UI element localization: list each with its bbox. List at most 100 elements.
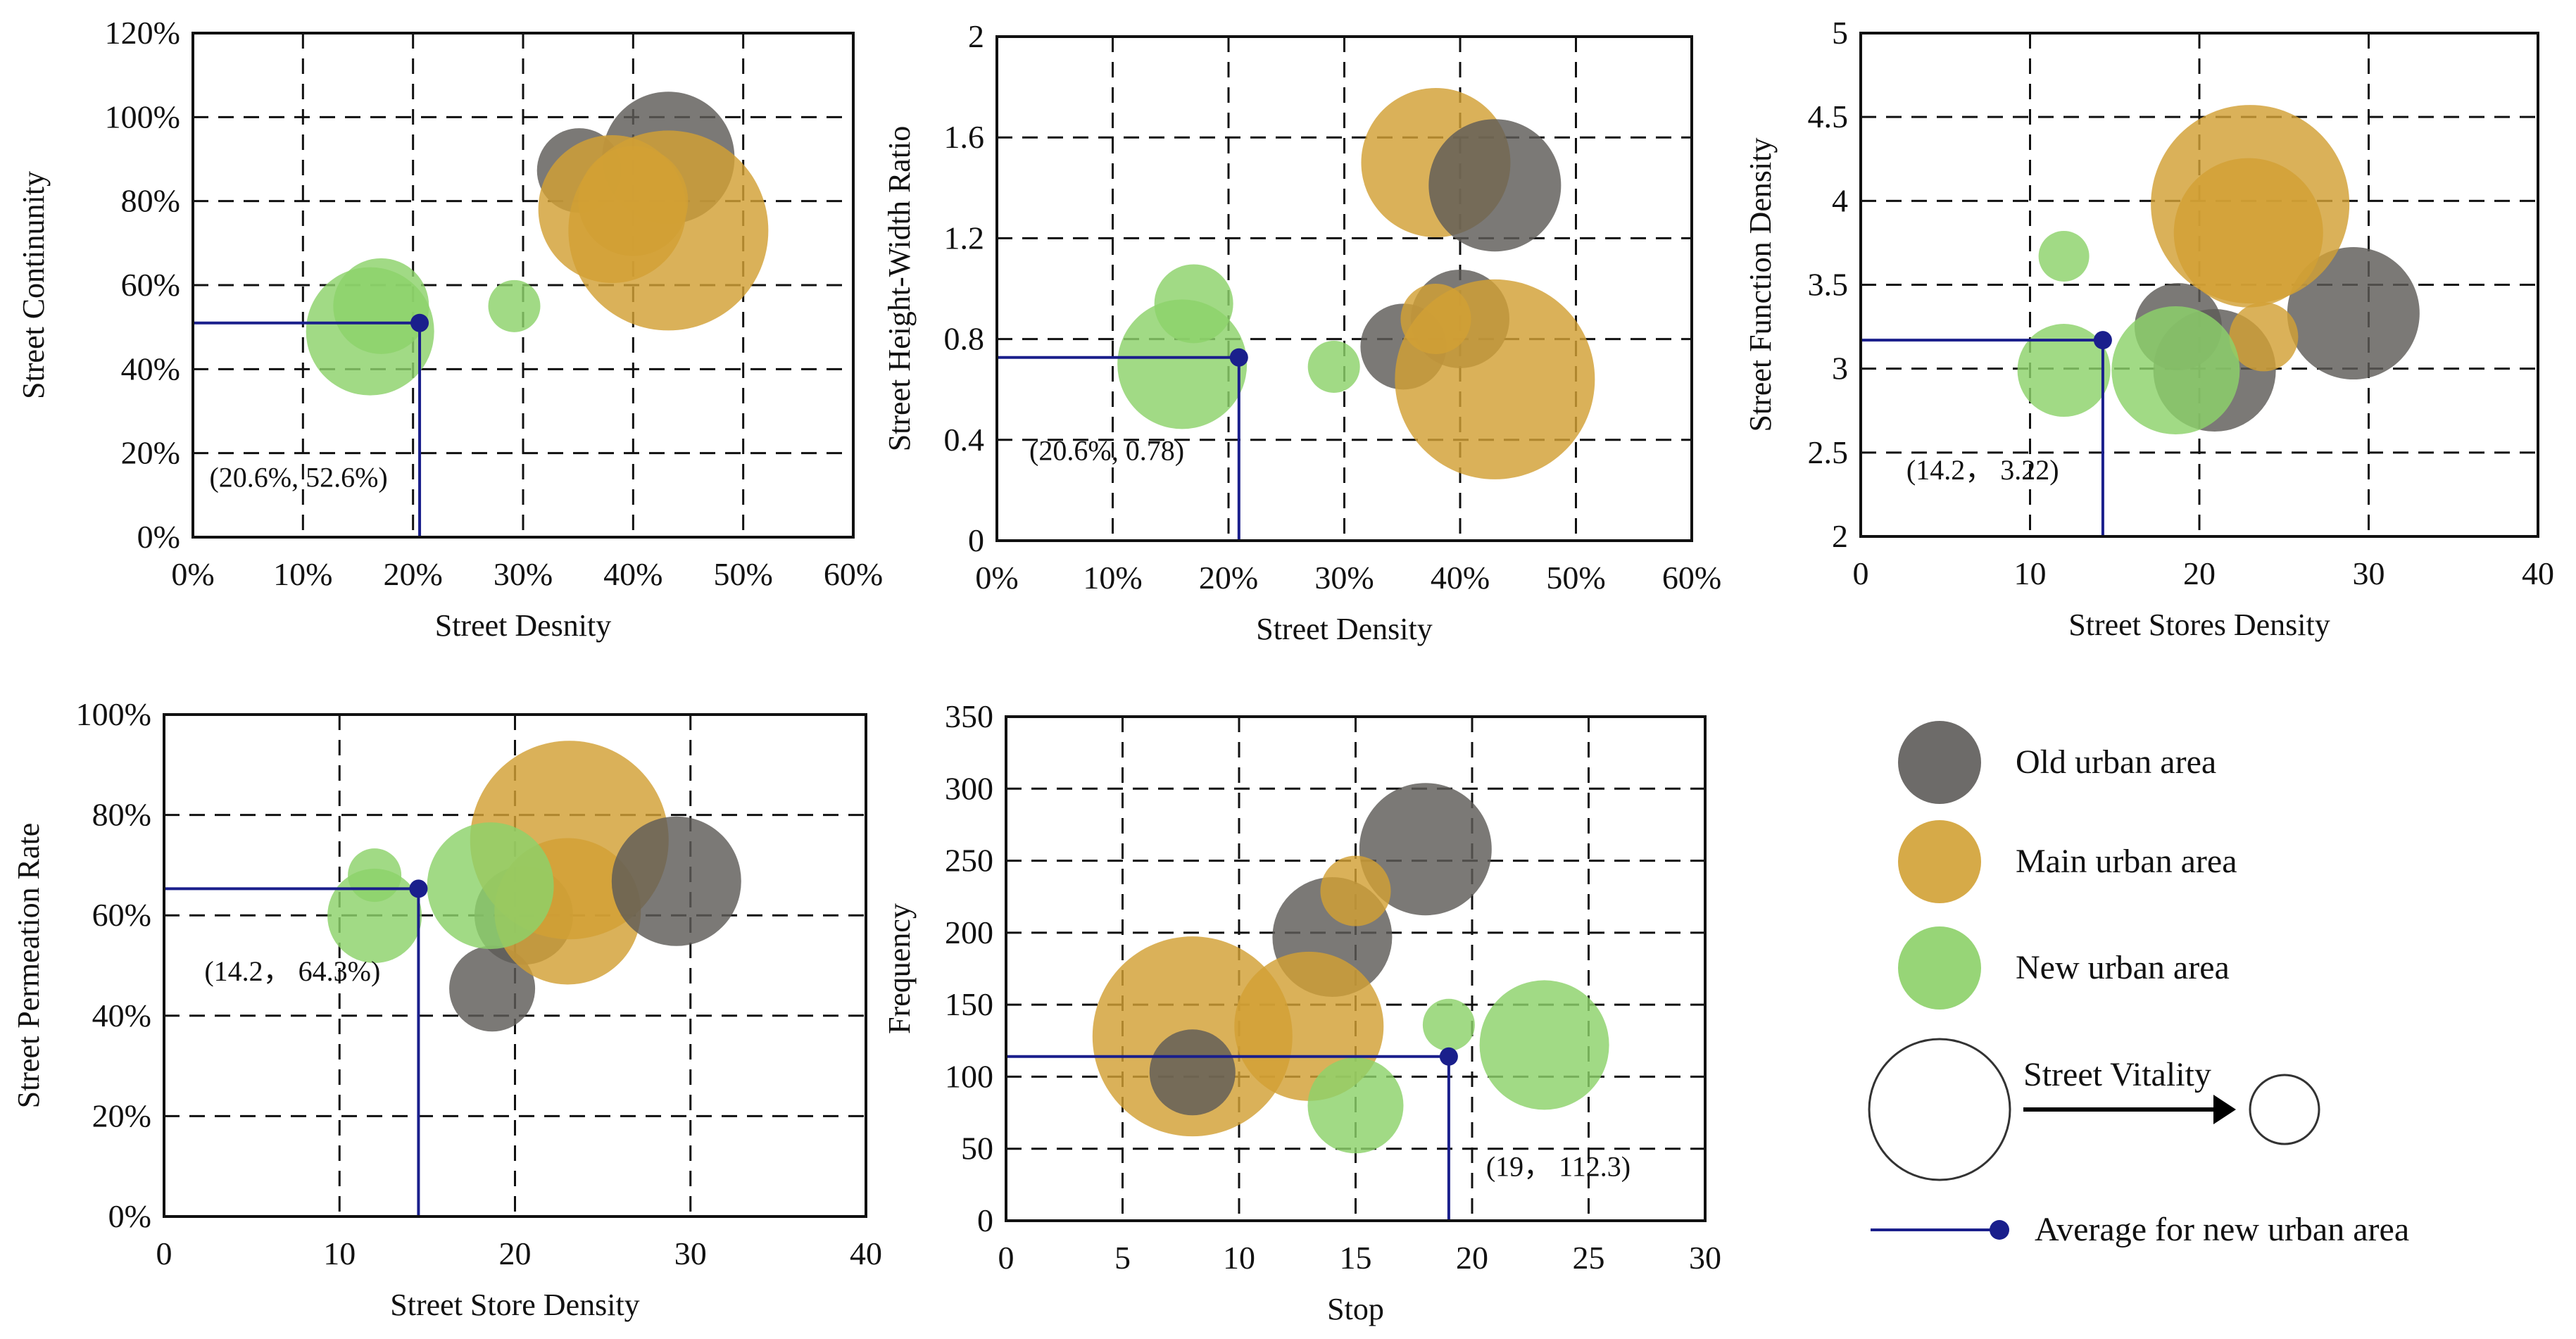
x-tick-label: 20 — [499, 1236, 532, 1271]
x-tick-label: 30% — [494, 556, 553, 592]
x-tick-label: 10% — [1083, 560, 1142, 596]
x-tick-label: 60% — [824, 556, 883, 592]
x-axis-label: Street Store Density — [390, 1288, 639, 1322]
avg-point — [2093, 331, 2112, 350]
y-tick-label: 0.4 — [944, 422, 985, 458]
y-tick-label: 80% — [121, 183, 180, 219]
y-tick-label: 4 — [1832, 182, 1848, 218]
legend-arrow-head-icon — [2213, 1095, 2236, 1124]
y-tick-label: 60% — [121, 267, 180, 303]
x-tick-label: 15 — [1340, 1240, 1372, 1276]
legend-old-label: Old urban area — [2016, 743, 2216, 781]
avg-point — [409, 879, 428, 898]
bubble-old — [449, 945, 536, 1032]
x-tick-label: 40% — [1431, 560, 1490, 596]
x-axis-label: Street Stores Density — [2068, 608, 2330, 642]
y-tick-label: 2.5 — [1808, 434, 1849, 470]
y-tick-label: 0 — [968, 522, 984, 558]
avg-point — [1229, 348, 1248, 367]
bubble-old — [2287, 247, 2420, 380]
bubble-new — [1154, 264, 1233, 344]
bubble-main — [2229, 302, 2299, 372]
bubble-new — [488, 279, 541, 332]
y-tick-label: 3 — [1832, 351, 1848, 386]
bubble-old — [611, 816, 741, 946]
bubble-old — [1149, 1029, 1236, 1116]
y-axis-label: Street Height-Width Ratio — [882, 126, 917, 452]
y-tick-label: 4.5 — [1808, 99, 1849, 134]
bubble-old — [1359, 783, 1492, 916]
bubble-main — [568, 130, 769, 331]
x-tick-label: 20% — [384, 556, 443, 592]
x-tick-label: 10 — [2014, 555, 2047, 591]
y-tick-label: 100 — [945, 1058, 993, 1094]
plot-frame — [191, 32, 855, 539]
bubble-main — [1320, 855, 1391, 926]
avg-annotation: (14.2， 3.22) — [1906, 454, 2059, 486]
avg-point — [1439, 1047, 1458, 1066]
y-tick-label: 1.2 — [944, 220, 985, 256]
legend-new-swatch — [1898, 926, 1981, 1010]
bubble-chart-2: (20.6%, 0.78) 0% 10% 20% 30% 40% 50% 60% 0 0.4 0.8… — [882, 18, 1721, 646]
avg-point — [410, 313, 429, 332]
x-tick-label: 20% — [1199, 560, 1258, 596]
bubble-chart-5: (19， 112.3)0 5 10 15 20 25 3005010015020025030… — [882, 698, 1721, 1326]
x-tick-label: 60% — [1662, 560, 1721, 596]
x-tick-label: 0 — [156, 1236, 172, 1271]
bubble-new — [2038, 230, 2090, 282]
y-tick-label: 300 — [945, 770, 993, 806]
y-tick-label: 60% — [92, 897, 151, 933]
y-tick-label: 0 — [977, 1202, 993, 1238]
bubble-new — [1307, 1057, 1404, 1154]
legend-main-label: Main urban area — [2016, 843, 2237, 880]
x-tick-label: 40 — [2522, 555, 2554, 591]
charts: (20.6%, 52.6%)0% 10% 20% 30% 40% 50% 60%0%20%4… — [11, 15, 2554, 1326]
bubble-new — [2111, 306, 2240, 435]
avg-annotation: (19， 112.3) — [1486, 1151, 1631, 1183]
y-tick-label: 350 — [945, 698, 993, 734]
legend: Old urban area Main urban area New urban… — [1868, 721, 2409, 1248]
y-axis-label: Street Function Density — [1743, 138, 1778, 432]
bubble-new — [1479, 980, 1609, 1110]
plot-frame — [163, 713, 867, 1218]
bubble-new — [327, 868, 422, 963]
x-tick-label: 20 — [2183, 555, 2216, 591]
x-tick-label: 30 — [1689, 1240, 1721, 1276]
x-axis-label: Street Density — [1256, 612, 1433, 646]
bubble-new — [2017, 324, 2111, 417]
x-tick-label: 50% — [1546, 560, 1605, 596]
legend-new-label: New urban area — [2016, 949, 2230, 986]
y-tick-label: 40% — [121, 351, 180, 386]
plot-frame — [1005, 715, 1707, 1222]
y-tick-label: 40% — [92, 998, 151, 1033]
legend-old-swatch — [1898, 721, 1981, 804]
legend-avg-label: Average for new urban area — [2035, 1211, 2409, 1248]
bubble-chart-1: (20.6%, 52.6%) 0% 10% 20% 30% 40% 50% 60% 0% 20% 4… — [16, 15, 883, 643]
bubble-new — [348, 848, 402, 903]
y-tick-label: 0% — [137, 519, 180, 555]
x-tick-label: 5 — [1114, 1240, 1131, 1276]
x-tick-label: 20 — [1456, 1240, 1488, 1276]
x-tick-label: 0% — [975, 560, 1018, 596]
x-axis-label: Street Desnity — [435, 608, 612, 643]
y-tick-label: 20% — [92, 1098, 151, 1133]
x-tick-label: 25 — [1573, 1240, 1605, 1276]
plot-frame — [995, 35, 1693, 542]
y-axis-label: Street Permeation Rate — [11, 823, 46, 1109]
y-tick-label: 200 — [945, 914, 993, 950]
bubble-new — [1422, 998, 1475, 1051]
avg-annotation: (20.6%, 0.78) — [1029, 434, 1184, 466]
x-tick-label: 30% — [1314, 560, 1374, 596]
y-tick-label: 2 — [968, 18, 984, 54]
legend-size-label: Street Vitality — [2023, 1056, 2211, 1093]
plot-frame — [1859, 32, 2539, 538]
legend-size-large-circle — [1868, 1038, 2011, 1181]
bubble-new — [427, 822, 554, 950]
x-axis-label: Stop — [1327, 1292, 1384, 1326]
y-tick-label: 250 — [945, 843, 993, 879]
bubble-main — [1395, 279, 1595, 479]
y-tick-label: 100% — [76, 696, 151, 732]
bubble-chart-4: (14.2， 64.3%) 0 10 20 30 40 0% 20% 40% 60% 80% 100%… — [11, 696, 882, 1322]
bubble-main — [2173, 158, 2323, 308]
